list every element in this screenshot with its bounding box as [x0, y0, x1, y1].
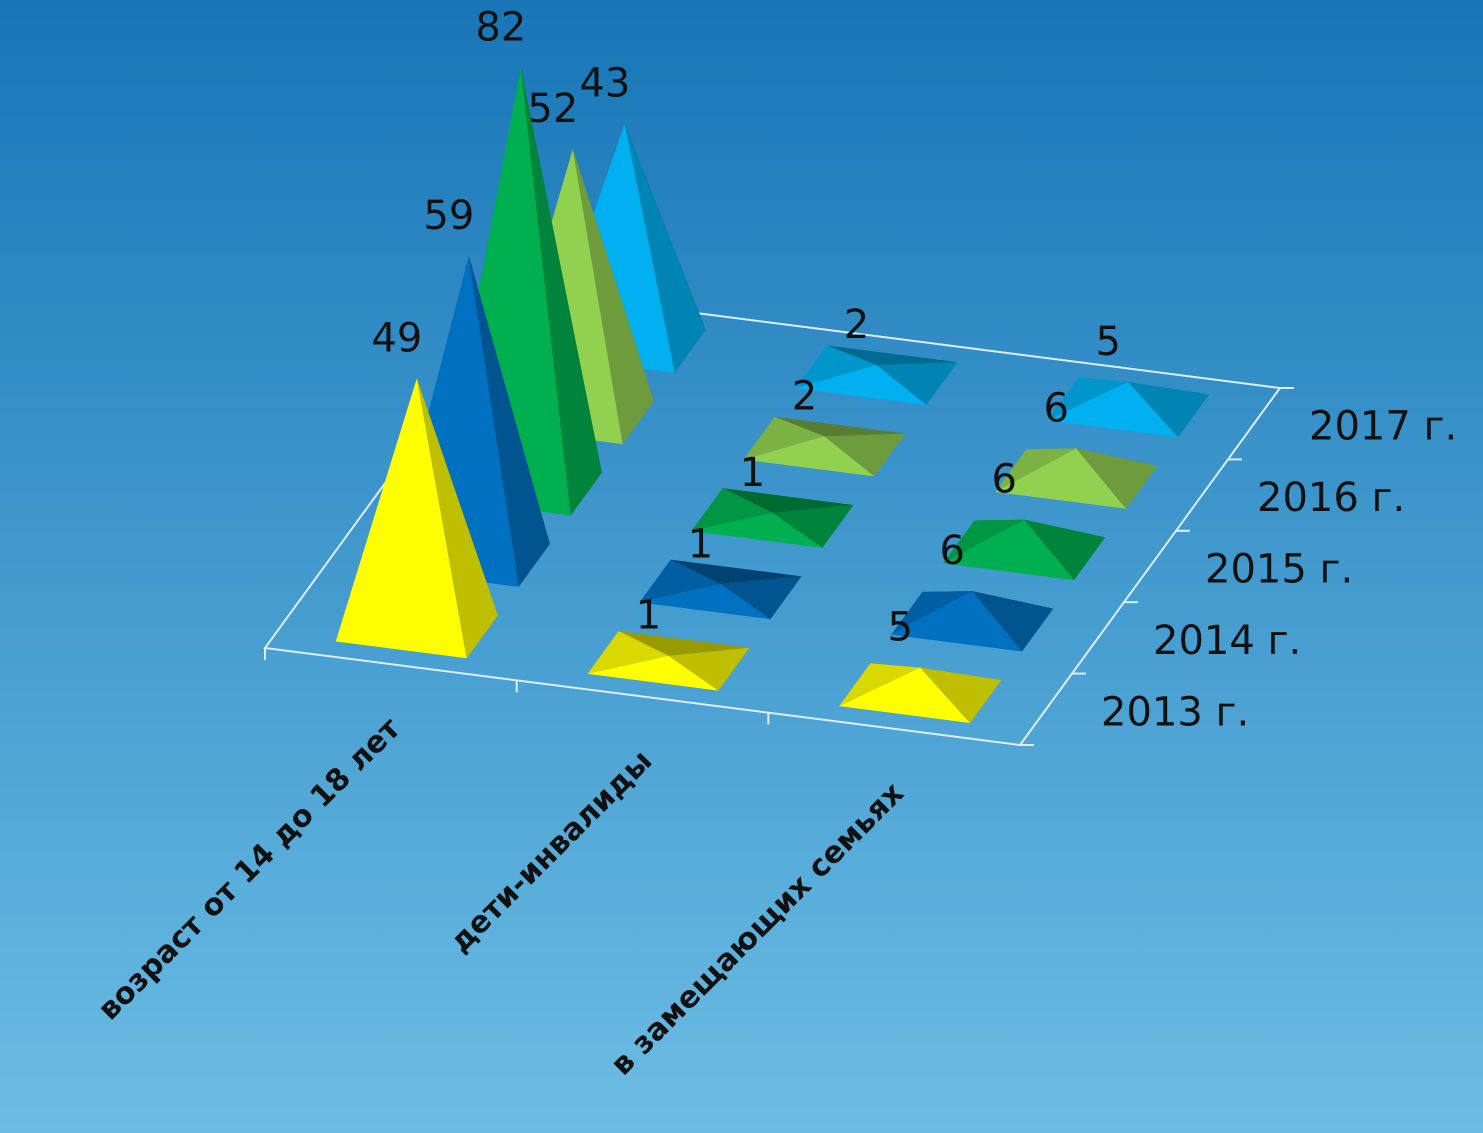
pyramid-back-face [826, 345, 958, 365]
pyramid-left-face [943, 519, 1025, 564]
pyramid-right-face [920, 667, 1002, 723]
pyramid-front-face [335, 378, 467, 659]
pyramid-right-face [624, 123, 706, 373]
value-label: 6 [991, 457, 1016, 503]
value-label: 82 [475, 4, 526, 50]
pyramid-right-face [668, 647, 750, 691]
pyramid-back-face [722, 488, 854, 513]
pyramid-right-face [972, 591, 1054, 652]
pyramid-right-face [1128, 382, 1210, 438]
pyramid-front-face [1047, 382, 1178, 438]
pyramid-right-face [1076, 448, 1158, 509]
pyramid-back-face [670, 559, 802, 585]
pyramid [587, 630, 750, 691]
pyramid-right-face [824, 433, 906, 477]
pyramid-back-face [618, 630, 750, 656]
pyramid-left-face [1047, 377, 1129, 421]
value-label: 1 [688, 521, 713, 567]
pyramid-right-face [1024, 519, 1106, 581]
pyramid [335, 378, 498, 659]
pyramid-front-face [891, 591, 1022, 652]
value-label: 6 [1043, 385, 1068, 431]
pyramid [891, 591, 1054, 652]
pyramid-left-face [587, 630, 669, 674]
pyramid-front-face [743, 436, 875, 477]
pyramid-front-face [639, 584, 771, 620]
pyramid [743, 416, 906, 477]
pyramid [691, 488, 854, 548]
pyramid [1047, 377, 1210, 438]
value-label: 49 [371, 316, 422, 362]
value-label: 6 [939, 528, 964, 574]
pyramid [639, 559, 802, 620]
pyramid-right-face [876, 362, 958, 406]
pyramid-front-face [795, 365, 927, 406]
legend-label: 2017 г. [1309, 404, 1457, 450]
pyramid-right-face [772, 504, 854, 548]
value-label: 52 [527, 86, 578, 132]
value-label: 2 [844, 302, 869, 348]
pyramid-left-face [795, 345, 877, 389]
legend-label: 2015 г. [1205, 547, 1353, 593]
pyramid-left-face [839, 663, 921, 707]
pyramid-right-face [520, 67, 602, 516]
pyramid-left-face [691, 488, 773, 532]
pyramid-left-face [639, 559, 721, 603]
pyramid-front-face [839, 667, 970, 723]
pyramid-right-face [468, 256, 550, 587]
pyramid [839, 663, 1002, 723]
legend-label: 2013 г. [1101, 689, 1249, 735]
value-label: 5 [887, 605, 912, 651]
pyramid [795, 345, 958, 406]
pyramid-back-face [774, 416, 906, 437]
value-label: 1 [636, 593, 661, 639]
value-label: 1 [740, 450, 765, 496]
legend-label: 2014 г. [1153, 618, 1301, 664]
pyramid-left-face [743, 416, 825, 460]
pyramid [943, 519, 1106, 581]
value-label: 59 [423, 193, 474, 239]
pyramid-front-face [943, 519, 1074, 581]
pyramid-front-face [587, 655, 719, 691]
pyramid [995, 448, 1158, 509]
legend-label: 2016 г. [1257, 475, 1405, 521]
pyramid-right-face [720, 576, 802, 620]
pyramid-right-face [416, 378, 498, 659]
value-label: 2 [792, 373, 817, 419]
pyramid-front-face [995, 448, 1126, 509]
pyramid-front-face [691, 512, 823, 548]
value-label: 5 [1095, 319, 1120, 365]
value-label: 43 [579, 61, 630, 107]
pyramid-right-face [572, 149, 654, 445]
